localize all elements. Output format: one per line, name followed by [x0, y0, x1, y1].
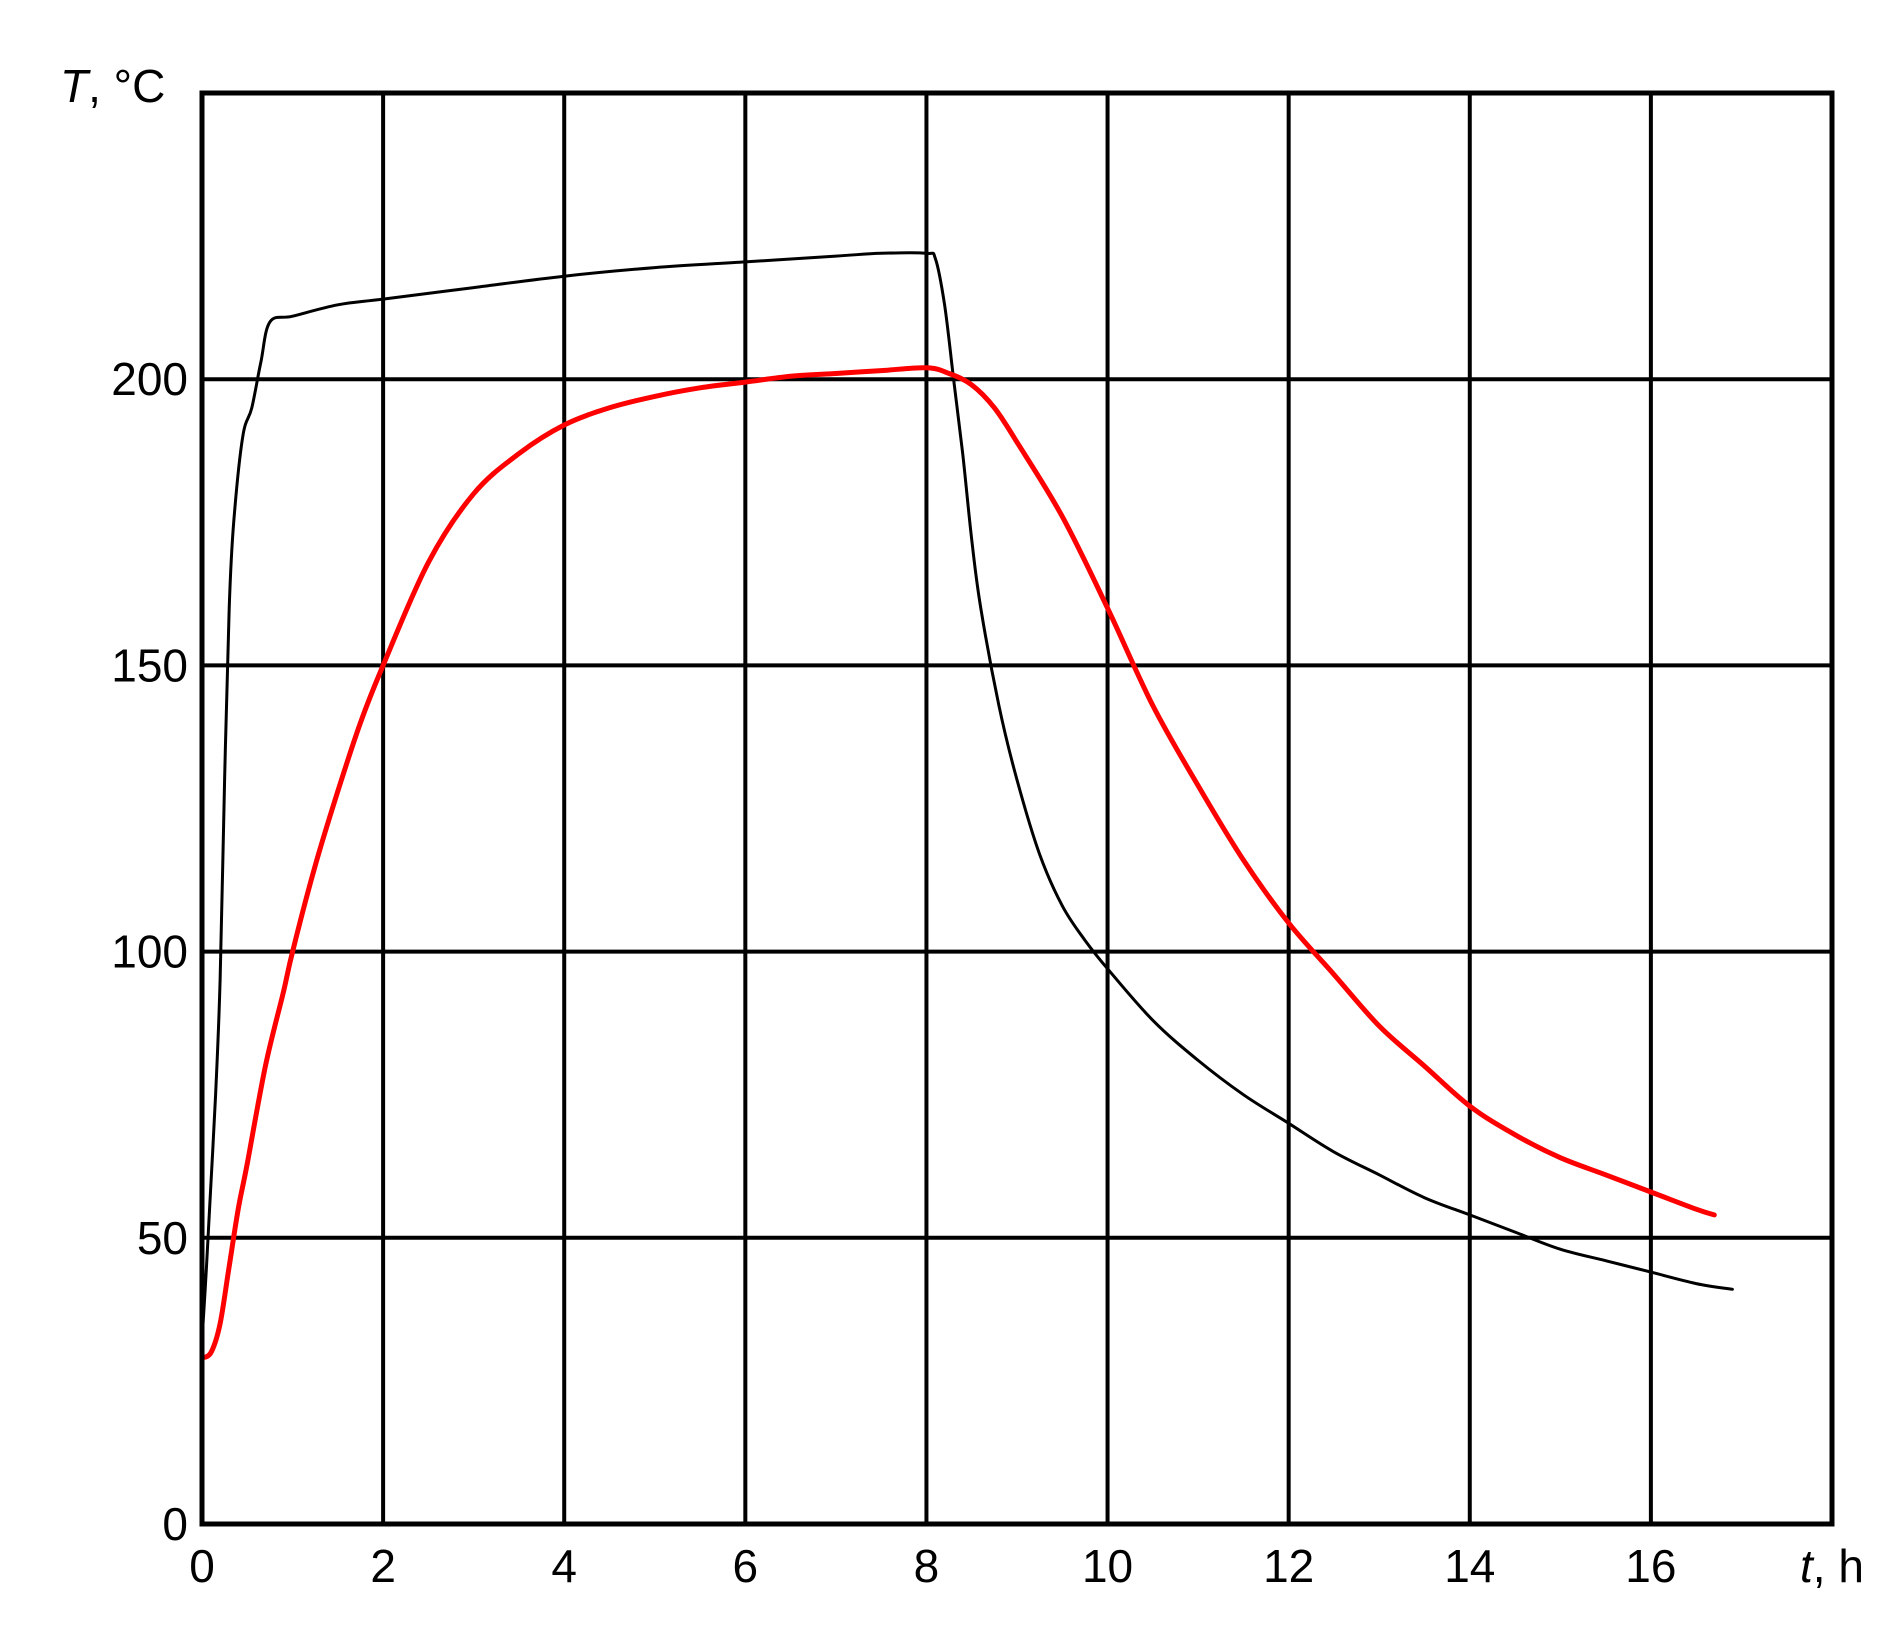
- y-tick-label: 50: [137, 1212, 188, 1264]
- x-tick-label: 4: [551, 1540, 577, 1592]
- x-tick-label: 6: [733, 1540, 759, 1592]
- grid: [202, 93, 1832, 1524]
- series-layer: [199, 251, 1734, 1361]
- x-tick-label: 0: [189, 1540, 215, 1592]
- y-tick-label: 0: [162, 1498, 188, 1550]
- x-axis-unit: , h: [1813, 1540, 1864, 1592]
- tick-labels: 0 2 4 6 8 10 12 14 16 0 50 100 150 200: [111, 353, 1676, 1592]
- y-tick-label: 200: [111, 353, 188, 405]
- x-tick-label: 12: [1263, 1540, 1314, 1592]
- x-axis-label: t, h: [1800, 1540, 1864, 1592]
- x-axis-symbol: t: [1800, 1540, 1815, 1592]
- x-tick-label: 14: [1444, 1540, 1495, 1592]
- x-tick-label: 8: [914, 1540, 940, 1592]
- series-line-2: [199, 365, 1717, 1361]
- y-axis-unit: , °C: [88, 60, 165, 112]
- y-axis-label: T, °C: [60, 60, 165, 112]
- series-line-1: [200, 251, 1734, 1343]
- x-tick-label: 16: [1625, 1540, 1676, 1592]
- y-tick-label: 100: [111, 926, 188, 978]
- x-tick-label: 10: [1082, 1540, 1133, 1592]
- y-axis-symbol: T: [60, 60, 91, 112]
- plot-frame: [199, 90, 1835, 1527]
- x-tick-label: 2: [370, 1540, 396, 1592]
- y-tick-label: 150: [111, 639, 188, 691]
